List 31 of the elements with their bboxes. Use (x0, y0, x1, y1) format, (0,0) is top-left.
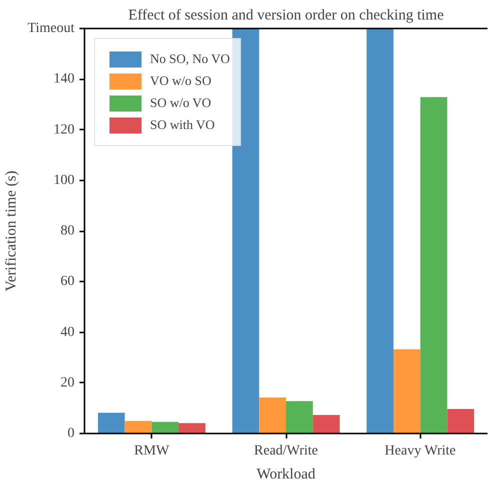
legend-label: VO w/o SO (150, 73, 212, 89)
y-tick-label: 20 (60, 375, 74, 390)
x-tick-label: Heavy Write (384, 444, 456, 458)
legend-label: SO with VO (150, 117, 215, 133)
bar (393, 349, 420, 434)
bar (286, 401, 313, 434)
y-tick-label: Timeout (28, 21, 75, 36)
x-axis-title: Workload (256, 466, 316, 482)
bar (178, 423, 206, 434)
bar (98, 412, 125, 434)
x-tick-label: RMW (134, 444, 170, 458)
y-tick-label: 80 (60, 224, 74, 238)
bar (152, 422, 179, 434)
bar (232, 28, 260, 434)
y-axis-title: Verification time (s) (4, 170, 20, 292)
legend-label: No SO, No VO (150, 51, 230, 67)
bar (420, 97, 448, 434)
chart-title: Effect of session and version order on checking time (128, 8, 444, 24)
bar (447, 408, 474, 434)
y-tick-label: 40 (60, 324, 74, 340)
y-tick-label: 60 (60, 274, 74, 290)
y-tick-label: 120 (54, 122, 74, 138)
bar (312, 415, 340, 434)
x-tick-label: Read/Write (254, 444, 318, 458)
y-tick-label: 140 (54, 72, 74, 87)
legend-label: SO w/o VO (150, 95, 212, 111)
y-tick-label: 100 (54, 172, 74, 188)
bar (366, 28, 394, 434)
y-tick-label: 0 (68, 426, 74, 441)
bar (124, 420, 152, 434)
bar (259, 398, 286, 434)
